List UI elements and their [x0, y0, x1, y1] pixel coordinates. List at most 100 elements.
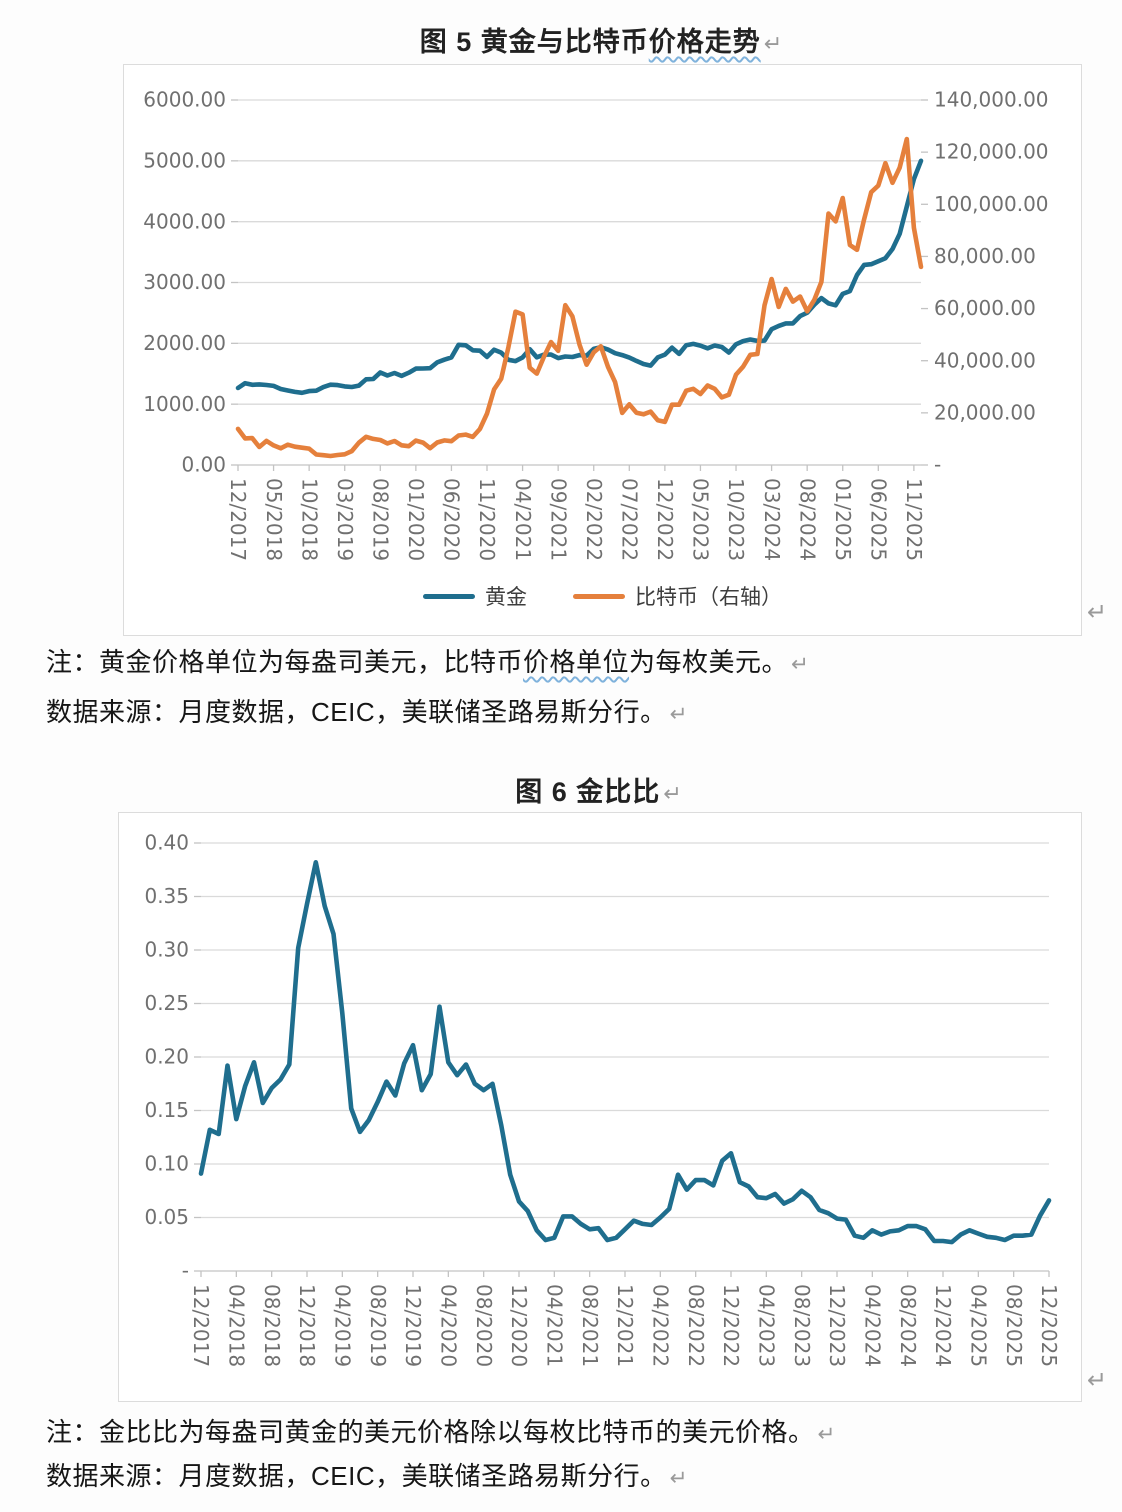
- paragraph-return-mark: ↵: [791, 652, 810, 676]
- series-line-比特币（右轴）: [235, 136, 924, 459]
- figure6-object-return-mark: ↵: [1087, 1367, 1108, 1394]
- figure6-note1-text: 注：金比比为每盎司黄金的美元价格除以每枚比特币的美元价格。: [46, 1417, 815, 1447]
- y-axis-tick-label: 3000.00: [143, 270, 226, 294]
- x-axis-tick-label: 12/2023: [825, 1284, 849, 1367]
- secondary-y-axis-tick-label: 140,000.00: [934, 88, 1049, 112]
- secondary-y-axis-tick-label: 40,000.00: [934, 348, 1036, 372]
- bitcoin-legend-label: 比特币（右轴）: [635, 586, 782, 609]
- secondary-y-axis-tick-label: -: [934, 453, 941, 477]
- x-axis-tick-label: 04/2021: [543, 1284, 567, 1367]
- x-axis-tick-label: 05/2018: [262, 478, 286, 561]
- figure5-title-wavy-text: 价格走势: [648, 27, 761, 57]
- figure5-title: 图 5 黄金与比特币价格走势 ↵: [123, 20, 1080, 59]
- x-axis-tick-label: 01/2020: [404, 478, 428, 561]
- figure5-chart-object[interactable]: 0.00 1000.00 2000.00 3000.00 4000.00 5000.00 6…: [123, 64, 1082, 636]
- bitcoin-line-swatch: [573, 593, 625, 599]
- figure5-chart-canvas: 0.00 1000.00 2000.00 3000.00 4000.00 5000.00 6…: [124, 65, 1079, 638]
- x-axis-tick-label: 06/2025: [867, 478, 891, 561]
- y-axis-tick-label: 4000.00: [143, 209, 226, 233]
- x-axis-tick-label: 12/2020: [507, 1284, 531, 1367]
- figure6-title-text: 图 6 金比比: [515, 777, 661, 807]
- x-axis-tick-label: 11/2025: [902, 478, 926, 561]
- x-axis-tick-label: 11/2020: [475, 478, 499, 561]
- paragraph-return-mark: ↵: [763, 31, 784, 56]
- figure5-title-text: 图 5 黄金与比特币: [419, 27, 649, 57]
- y-axis-tick-label: 5000.00: [143, 148, 226, 172]
- x-axis-tick-label: 05/2023: [689, 478, 713, 561]
- y-axis-tick-label: 0.35: [144, 884, 189, 908]
- x-axis-tick-label: 12/2022: [719, 1284, 743, 1367]
- figure6-chart-object[interactable]: - 0.05 0.10 0.15 0.20 0.25 0.30 0.35 0.40 12/2017…: [118, 812, 1082, 1402]
- x-axis-tick-label: 04/2020: [437, 1284, 461, 1367]
- y-axis-tick-label: 0.30: [144, 938, 189, 962]
- x-axis-tick-label: 06/2020: [440, 478, 464, 561]
- x-axis-tick-label: 02/2022: [582, 478, 606, 561]
- y-axis-tick-label: 0.10: [144, 1152, 189, 1176]
- x-axis-tick-label: 10/2018: [297, 478, 321, 561]
- x-axis-tick-label: 12/2022: [653, 478, 677, 561]
- x-axis-tick-label: 04/2025: [967, 1284, 991, 1367]
- chart-svg: - 0.05 0.10 0.15 0.20 0.25 0.30 0.35 0.40 12/2017…: [144, 831, 1061, 1367]
- x-axis-tick-label: 04/2019: [331, 1284, 355, 1367]
- paragraph-return-mark: ↵: [663, 781, 683, 806]
- x-axis-tick-label: 12/2019: [401, 1284, 425, 1367]
- legend-item-bitcoin: 比特币（右轴）: [573, 581, 782, 611]
- figure5-note1-text: 注：黄金价格单位为每盎司美元，比特币: [46, 647, 524, 677]
- y-axis-tick-label: 0.25: [144, 991, 189, 1015]
- y-axis-tick-label: 0.20: [144, 1045, 189, 1069]
- x-axis-tick-label: 08/2020: [472, 1284, 496, 1367]
- paragraph-return-mark: ↵: [817, 1422, 836, 1446]
- x-axis-tick-label: 12/2021: [613, 1284, 637, 1367]
- secondary-y-axis-tick-label: 80,000.00: [934, 244, 1036, 268]
- figure6-chart-canvas: - 0.05 0.10 0.15 0.20 0.25 0.30 0.35 0.40 12/2017…: [119, 813, 1079, 1404]
- figure6-source-text: 数据来源：月度数据，CEIC，美联储圣路易斯分行。: [46, 1461, 667, 1491]
- x-axis-tick-label: 09/2021: [546, 478, 570, 561]
- y-axis-tick-label: 0.40: [144, 831, 189, 855]
- x-axis-tick-label: 01/2025: [831, 478, 855, 561]
- series-line-金比比: [198, 859, 1052, 1245]
- y-axis-tick-label: 0.15: [144, 1098, 189, 1122]
- x-axis-tick-label: 12/2017: [226, 478, 250, 561]
- chart-svg: 0.00 1000.00 2000.00 3000.00 4000.00 5000.00 6…: [143, 88, 1049, 561]
- x-axis-tick-label: 03/2024: [760, 478, 784, 561]
- x-axis-tick-label: 08/2025: [1002, 1284, 1026, 1367]
- x-axis-tick-label: 08/2018: [260, 1284, 284, 1367]
- x-axis-tick-label: 08/2021: [578, 1284, 602, 1367]
- x-axis-tick-label: 04/2018: [225, 1284, 249, 1367]
- secondary-y-axis-tick-label: 20,000.00: [934, 400, 1036, 424]
- x-axis-tick-label: 08/2019: [366, 1284, 390, 1367]
- figure5-note1-text-end: 为每枚美元。: [629, 647, 789, 677]
- series-line-黄金: [235, 158, 924, 396]
- x-axis-tick-label: 08/2023: [790, 1284, 814, 1367]
- figure6-note-line2: 数据来源：月度数据，CEIC，美联储圣路易斯分行。 ↵: [46, 1456, 688, 1493]
- figure5-note1-wavy-text: 价格单位: [523, 647, 630, 677]
- y-axis-tick-label: 2000.00: [143, 331, 226, 355]
- x-axis-tick-label: 03/2019: [333, 478, 357, 561]
- paragraph-return-mark: ↵: [669, 1466, 688, 1490]
- y-axis-tick-label: 1000.00: [143, 392, 226, 416]
- x-axis-tick-label: 04/2023: [755, 1284, 779, 1367]
- x-axis-tick-label: 10/2023: [724, 478, 748, 561]
- paragraph-return-mark: ↵: [669, 702, 688, 726]
- x-axis-tick-label: 12/2017: [189, 1284, 213, 1367]
- gold-line-swatch: [423, 593, 475, 599]
- figure5-note-line1: 注：黄金价格单位为每盎司美元，比特币价格单位为每枚美元。 ↵: [46, 642, 809, 679]
- x-axis-tick-label: 04/2022: [649, 1284, 673, 1367]
- x-axis-tick-label: 07/2022: [618, 478, 642, 561]
- figure5-source-text: 数据来源：月度数据，CEIC，美联储圣路易斯分行。: [46, 697, 667, 727]
- y-axis-tick-label: 6000.00: [143, 88, 226, 112]
- x-axis-tick-label: 04/2021: [511, 478, 535, 561]
- x-axis-tick-label: 04/2024: [861, 1284, 885, 1367]
- figure6-title: 图 6 金比比 ↵: [118, 770, 1080, 809]
- x-axis-tick-label: 12/2025: [1037, 1284, 1061, 1367]
- x-axis-tick-label: 08/2024: [896, 1284, 920, 1367]
- legend-item-gold: 黄金: [423, 581, 527, 611]
- y-axis-tick-label: 0.00: [181, 453, 226, 477]
- y-axis-tick-label: -: [182, 1259, 189, 1283]
- x-axis-tick-label: 08/2024: [795, 478, 819, 561]
- secondary-y-axis-tick-label: 100,000.00: [934, 192, 1049, 216]
- secondary-y-axis-tick-label: 120,000.00: [934, 140, 1049, 164]
- x-axis-tick-label: 08/2019: [368, 478, 392, 561]
- secondary-y-axis-tick-label: 60,000.00: [934, 296, 1036, 320]
